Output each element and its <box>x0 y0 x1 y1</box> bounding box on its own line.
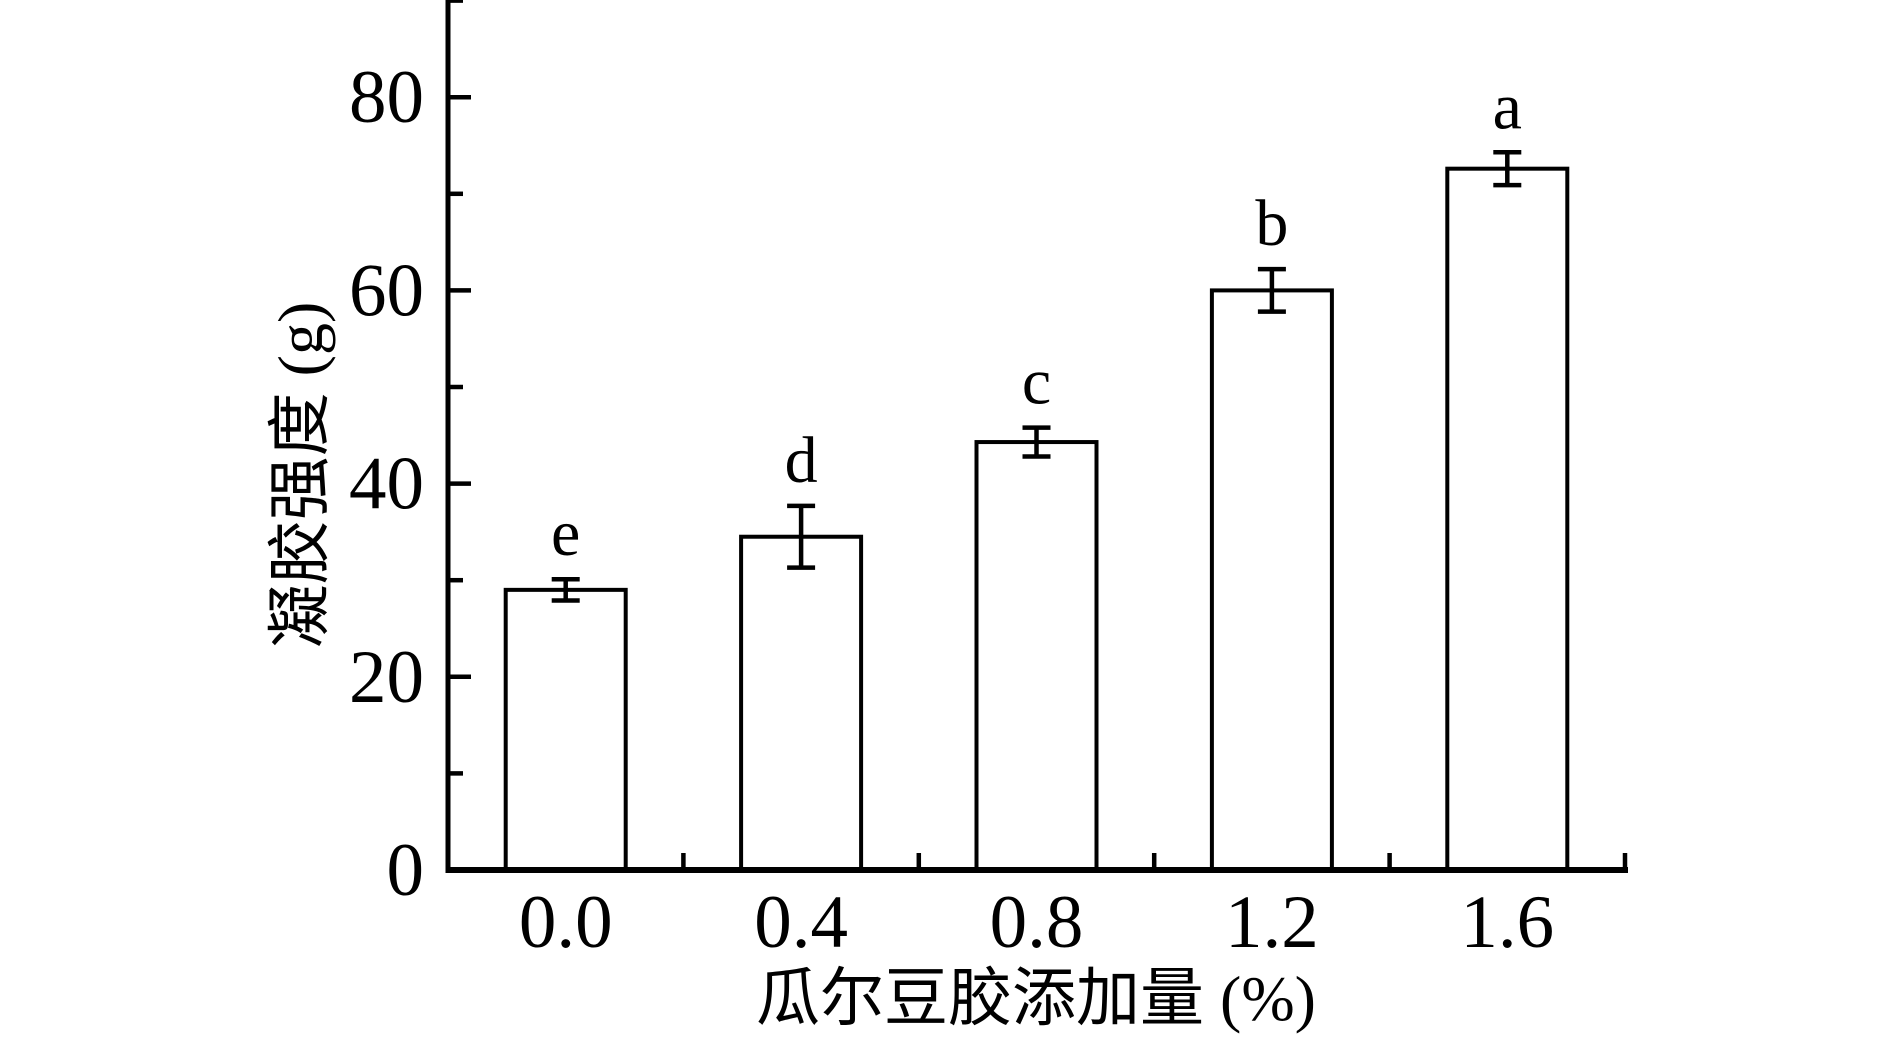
x-tick-label: 0.8 <box>990 881 1084 964</box>
bar <box>503 587 628 872</box>
y-tick-label: 20 <box>349 636 424 719</box>
y-axis-title: 凝胶强度 (g) <box>265 302 336 649</box>
y-tick-label: 40 <box>349 443 424 526</box>
x-tick-label: 0.4 <box>754 881 848 964</box>
sig-letter: d <box>785 424 818 497</box>
sig-letter: a <box>1493 70 1522 143</box>
sig-letter: e <box>551 497 580 570</box>
bar <box>1445 166 1570 872</box>
bar <box>1209 288 1334 872</box>
sig-letter: c <box>1022 346 1051 419</box>
sig-letter: b <box>1255 187 1288 260</box>
x-tick-label: 0.0 <box>519 881 613 964</box>
x-tick-label: 1.2 <box>1225 881 1319 964</box>
y-tick-label: 80 <box>349 56 424 139</box>
y-tick-label: 0 <box>387 829 425 912</box>
x-axis-title: 瓜尔豆胶添加量 (%) <box>756 963 1316 1034</box>
bar <box>974 440 1099 872</box>
bar <box>739 534 864 872</box>
x-tick-label: 1.6 <box>1460 881 1554 964</box>
chart-plot-area: e 0.0 d 0.4 c 0.8 b 1.2 a 1.6 0 20 40 60 80 <box>349 0 1628 964</box>
y-tick-label: 60 <box>349 249 424 332</box>
